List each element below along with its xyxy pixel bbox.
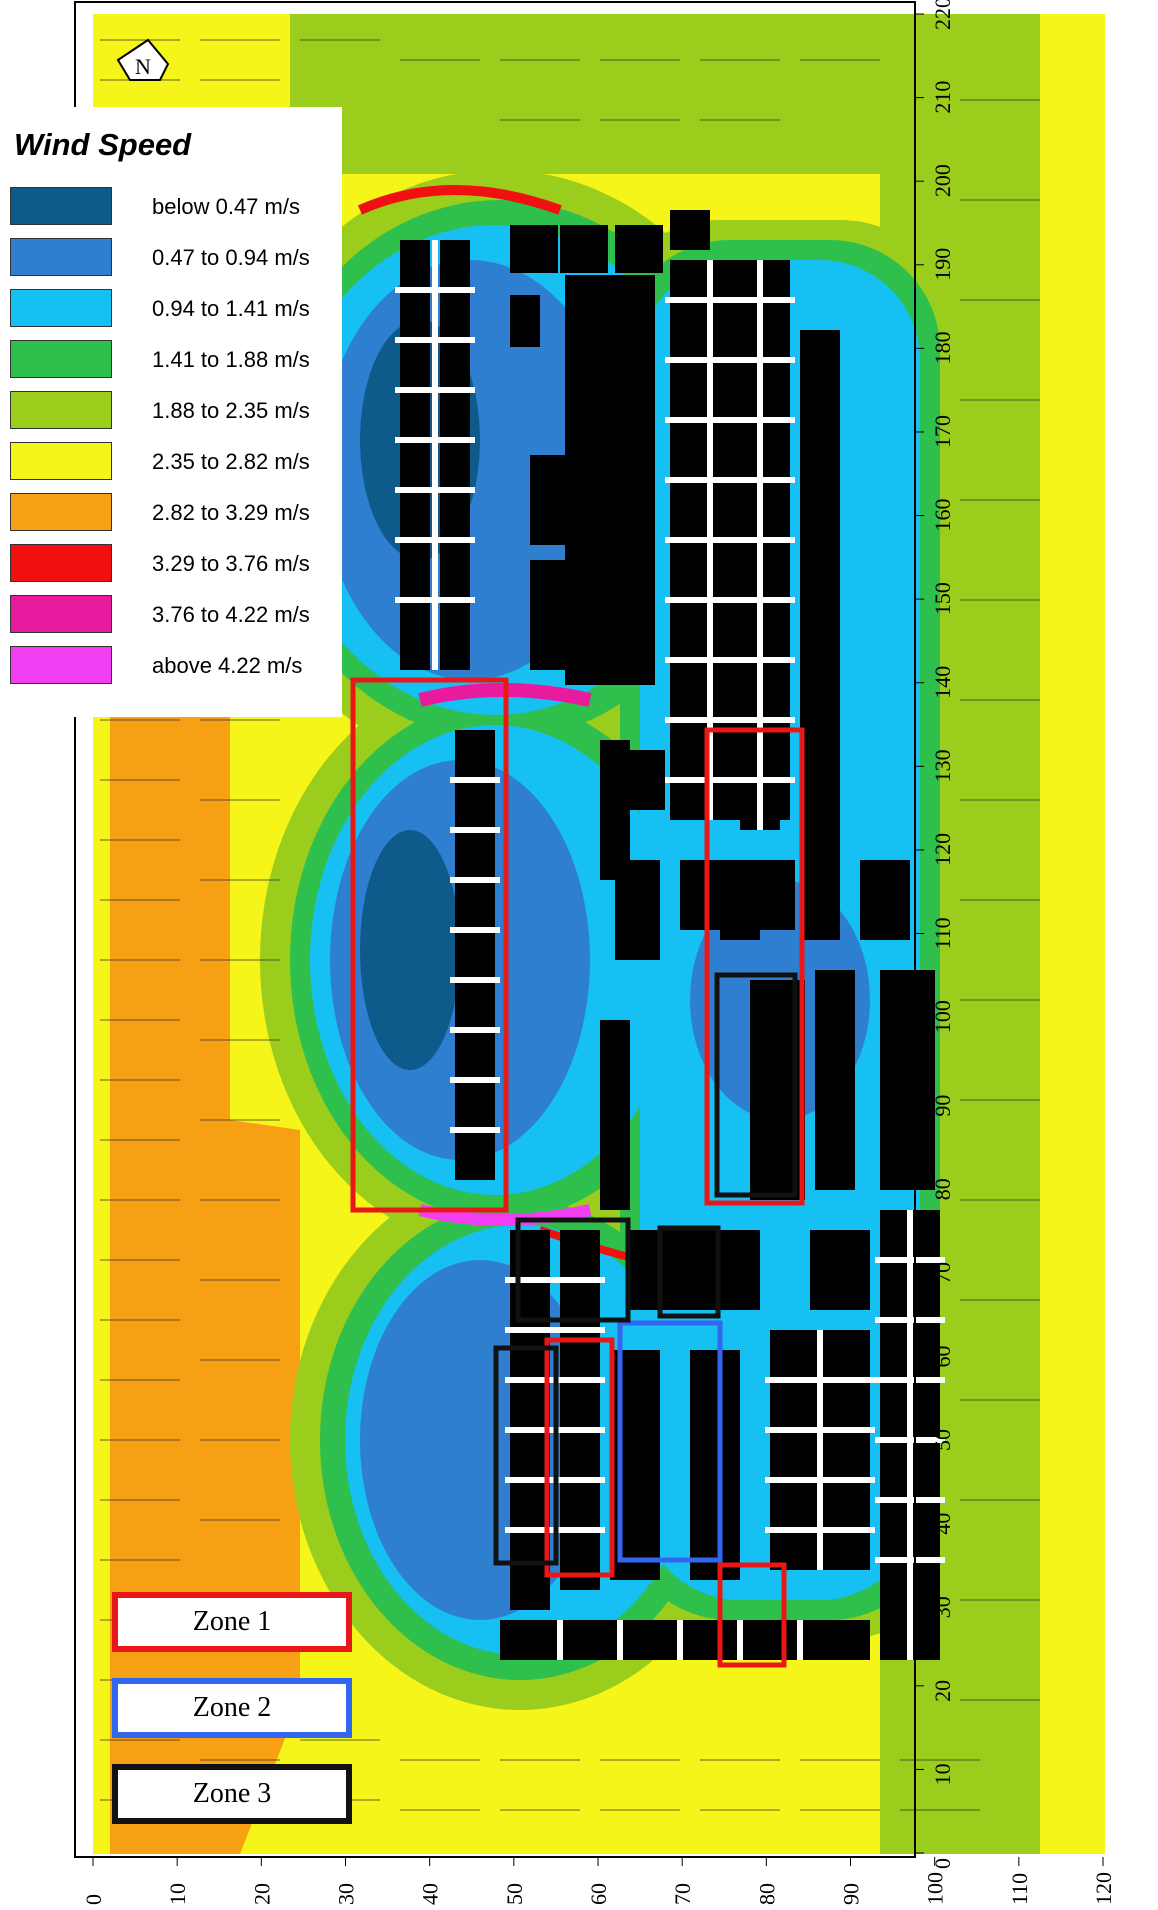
y-tick-label: 30 — [930, 1596, 955, 1618]
legend-item: 2.35 to 2.82 m/s — [10, 442, 340, 482]
y-axis: 0 10 20 30 40 50 60 70 80 90 100 110 120 130 140 150 160… — [915, 0, 955, 1869]
y-tick-label: 90 — [930, 1095, 955, 1117]
legend-swatch — [10, 595, 112, 633]
zone3-outline-d — [493, 1345, 559, 1566]
y-tick-label: 60 — [930, 1345, 955, 1367]
legend-swatch — [10, 187, 112, 225]
legend-label: 3.29 to 3.76 m/s — [152, 551, 310, 576]
map-field — [93, 14, 1105, 1854]
legend-item: 1.41 to 1.88 m/s — [10, 340, 340, 380]
legend-swatch — [10, 391, 112, 429]
legend: Wind Speed below 0.47 m/s 0.47 to 0.94 m/… — [2, 107, 342, 717]
zone-legend-box: Zone 1 — [112, 1592, 352, 1652]
x-tick-label: 70 — [670, 1883, 695, 1905]
x-tick-label: 0 — [81, 1894, 106, 1905]
y-tick-label: 190 — [930, 248, 955, 281]
legend-item: 3.29 to 3.76 m/s — [10, 544, 340, 584]
x-tick-label: 50 — [502, 1883, 527, 1905]
zone1-outline-a — [350, 677, 509, 1213]
y-tick-label: 100 — [930, 1000, 955, 1033]
legend-label: 1.88 to 2.35 m/s — [152, 398, 310, 423]
y-tick-label: 160 — [930, 499, 955, 532]
y-tick-label: 80 — [930, 1178, 955, 1200]
legend-item: below 0.47 m/s — [10, 187, 340, 227]
legend-swatch — [10, 544, 112, 582]
y-tick-label: 210 — [930, 81, 955, 114]
street-gaps — [395, 240, 945, 1660]
legend-item: 2.82 to 3.29 m/s — [10, 493, 340, 533]
legend-label: 2.35 to 2.82 m/s — [152, 449, 310, 474]
zone3-outline-c — [657, 1225, 721, 1319]
y-tick-label: 110 — [930, 917, 955, 949]
legend-label: above 4.22 m/s — [152, 653, 303, 678]
zone-legend-box: Zone 3 — [112, 1764, 352, 1824]
x-tick-label: 100 — [923, 1872, 948, 1905]
legend-label: 3.76 to 4.22 m/s — [152, 602, 310, 627]
legend-swatch — [10, 238, 112, 276]
x-tick-label: 10 — [165, 1883, 190, 1905]
legend-label: 0.94 to 1.41 m/s — [152, 296, 310, 321]
zone-outlines — [350, 677, 805, 1668]
legend-label: 0.47 to 0.94 m/s — [152, 245, 310, 270]
north-label: N — [135, 54, 151, 79]
x-tick-label: 120 — [1091, 1872, 1116, 1905]
x-tick-label: 80 — [754, 1883, 779, 1905]
zone1-outline-c — [544, 1337, 615, 1578]
x-tick-label: 30 — [334, 1883, 359, 1905]
zone3-outline-a — [714, 972, 798, 1198]
legend-swatch — [10, 289, 112, 327]
x-axis: 0 10 20 30 40 50 60 70 80 90 100 110 120 — [81, 1857, 1116, 1905]
y-tick-label: 200 — [930, 164, 955, 197]
legend-item: 0.47 to 0.94 m/s — [10, 238, 340, 278]
y-tick-label: 20 — [930, 1680, 955, 1702]
legend-swatch — [10, 442, 112, 480]
y-tick-label: 150 — [930, 582, 955, 615]
x-tick-label: 40 — [418, 1883, 443, 1905]
legend-label: 2.82 to 3.29 m/s — [152, 500, 310, 525]
y-tick-label: 10 — [930, 1763, 955, 1785]
y-tick-label: 170 — [930, 415, 955, 448]
y-tick-label: 50 — [930, 1429, 955, 1451]
y-tick-label: 70 — [930, 1262, 955, 1284]
x-tick-label: 110 — [1007, 1873, 1032, 1905]
legend-item: above 4.22 m/s — [10, 646, 340, 686]
legend-label: below 0.47 m/s — [152, 194, 300, 219]
legend-label: 1.41 to 1.88 m/s — [152, 347, 310, 372]
zone1-outline-d — [717, 1562, 787, 1668]
zone1-outline-b — [704, 727, 805, 1206]
north-arrow-icon: N — [116, 38, 170, 81]
y-tick-label: 40 — [930, 1513, 955, 1535]
x-tick-label: 20 — [249, 1883, 274, 1905]
legend-item: 1.88 to 2.35 m/s — [10, 391, 340, 431]
legend-swatch — [10, 340, 112, 378]
x-tick-label: 90 — [839, 1883, 864, 1905]
zone2-outline — [617, 1320, 723, 1563]
y-tick-label: 140 — [930, 666, 955, 699]
y-tick-label: 120 — [930, 833, 955, 866]
y-tick-label: 130 — [930, 749, 955, 782]
plot-frame — [74, 1, 916, 1858]
x-tick-label: 60 — [586, 1883, 611, 1905]
legend-item: 0.94 to 1.41 m/s — [10, 289, 340, 329]
legend-title: Wind Speed — [14, 127, 192, 162]
zone-legend-box: Zone 2 — [112, 1678, 352, 1738]
legend-item: 3.76 to 4.22 m/s — [10, 595, 340, 635]
zone3-outline-b — [515, 1217, 631, 1323]
legend-swatch — [10, 493, 112, 531]
y-tick-label: 0 — [930, 1858, 955, 1869]
y-tick-label: 220 — [930, 0, 955, 30]
legend-swatch — [10, 646, 112, 684]
y-tick-label: 180 — [930, 331, 955, 364]
